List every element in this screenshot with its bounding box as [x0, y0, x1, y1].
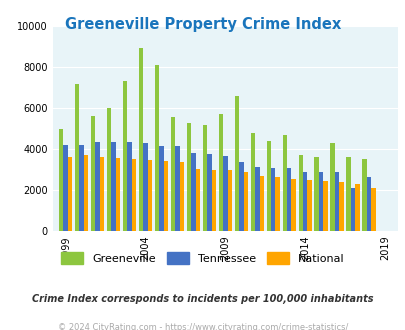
Bar: [100, 157, 104, 231]
Bar: [243, 172, 247, 231]
Bar: [111, 142, 115, 231]
Bar: [122, 81, 127, 231]
Text: © 2024 CityRating.com - https://www.cityrating.com/crime-statistics/: © 2024 CityRating.com - https://www.city…: [58, 323, 347, 330]
Bar: [79, 145, 83, 231]
Bar: [282, 135, 286, 231]
Bar: [234, 96, 239, 231]
Text: Greeneville Property Crime Index: Greeneville Property Crime Index: [65, 16, 340, 31]
Bar: [91, 116, 95, 231]
Bar: [179, 162, 183, 231]
Bar: [259, 176, 263, 231]
Bar: [202, 125, 207, 231]
Bar: [147, 160, 152, 231]
Bar: [95, 142, 100, 231]
Bar: [350, 188, 354, 231]
Bar: [254, 167, 259, 231]
Bar: [250, 133, 254, 231]
Bar: [170, 117, 175, 231]
Legend: Greeneville, Tennessee, National: Greeneville, Tennessee, National: [56, 248, 349, 268]
Bar: [266, 141, 271, 231]
Bar: [68, 157, 72, 231]
Bar: [154, 65, 159, 231]
Bar: [218, 115, 222, 231]
Bar: [163, 161, 168, 231]
Bar: [175, 146, 179, 231]
Bar: [314, 157, 318, 231]
Bar: [307, 180, 311, 231]
Bar: [323, 181, 327, 231]
Bar: [286, 168, 291, 231]
Bar: [334, 172, 339, 231]
Bar: [63, 145, 68, 231]
Bar: [354, 184, 359, 231]
Bar: [191, 153, 195, 231]
Bar: [271, 168, 275, 231]
Bar: [59, 129, 63, 231]
Bar: [362, 159, 366, 231]
Bar: [139, 48, 143, 231]
Bar: [318, 172, 323, 231]
Bar: [159, 146, 163, 231]
Bar: [127, 142, 131, 231]
Bar: [371, 188, 375, 231]
Bar: [83, 155, 88, 231]
Bar: [298, 155, 302, 231]
Bar: [195, 169, 200, 231]
Bar: [107, 108, 111, 231]
Bar: [366, 177, 371, 231]
Bar: [345, 157, 350, 231]
Bar: [131, 159, 136, 231]
Bar: [143, 143, 147, 231]
Text: Crime Index corresponds to incidents per 100,000 inhabitants: Crime Index corresponds to incidents per…: [32, 294, 373, 304]
Bar: [275, 177, 279, 231]
Bar: [75, 84, 79, 231]
Bar: [291, 179, 295, 231]
Bar: [239, 162, 243, 231]
Bar: [115, 158, 120, 231]
Bar: [330, 143, 334, 231]
Bar: [207, 154, 211, 231]
Bar: [339, 182, 343, 231]
Bar: [211, 170, 215, 231]
Bar: [227, 170, 232, 231]
Bar: [302, 172, 307, 231]
Bar: [186, 122, 191, 231]
Bar: [222, 156, 227, 231]
